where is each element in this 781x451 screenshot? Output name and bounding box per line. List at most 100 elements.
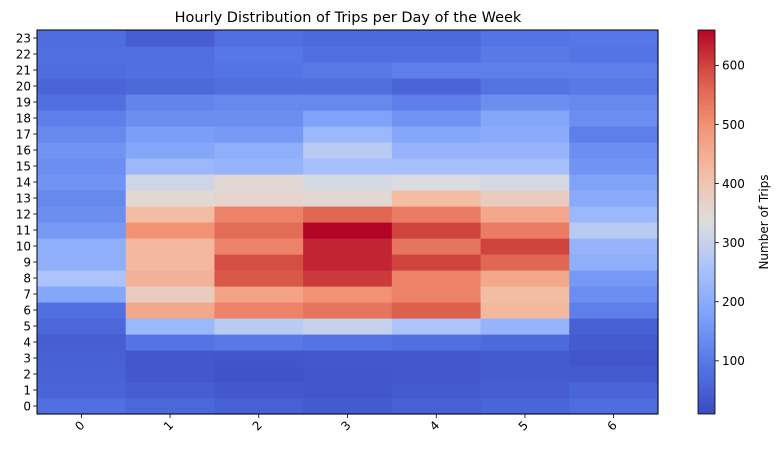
heatmap-cell [125,30,216,47]
heatmap-cell [125,382,216,399]
heatmap-cell [391,142,482,159]
heatmap-cell [569,302,659,319]
heatmap-cell [480,350,570,367]
heatmap-cell [480,286,570,303]
y-tick-label: 17 [16,127,31,141]
heatmap-cell [214,318,304,335]
heatmap-cell [569,174,659,191]
y-tick-label: 1 [23,383,31,397]
heatmap-cell [214,286,304,303]
heatmap-cell [391,174,482,191]
y-tick-label: 3 [23,351,31,365]
heatmap-cell [125,318,216,335]
heatmap-cell [391,366,482,383]
heatmap-cell [391,46,482,63]
heatmap-cell [391,334,482,351]
heatmap-cell [569,126,659,143]
heatmap-cell [214,302,304,319]
heatmap-cell [125,46,216,63]
heatmap-cell [303,302,393,319]
y-tick-label: 11 [16,223,31,237]
heatmap-cell [569,222,659,239]
heatmap-cell [125,174,216,191]
heatmap-cell [480,334,570,351]
heatmap-cell [125,238,216,255]
heatmap-cell [480,174,570,191]
heatmap-cell [303,222,393,239]
heatmap-cell [37,142,127,159]
heatmap-cells [37,30,659,415]
heatmap-cell [37,238,127,255]
heatmap-cell [480,270,570,287]
heatmap-cell [214,206,304,223]
heatmap-cell [37,46,127,63]
heatmap-cell [37,158,127,175]
heatmap-cell [569,238,659,255]
heatmap-cell [480,398,570,415]
heatmap-cell [480,206,570,223]
chart-title: Hourly Distribution of Trips per Day of … [175,10,522,26]
colorbar-tick-label: 500 [722,118,745,132]
heatmap-cell [37,254,127,271]
heatmap-cell [480,302,570,319]
y-tick-label: 12 [16,207,31,221]
x-tick-label: 5 [516,418,531,433]
heatmap-cell [37,366,127,383]
heatmap-cell [214,382,304,399]
heatmap-cell [569,62,659,79]
heatmap-cell [569,190,659,207]
heatmap-cell [569,398,659,415]
heatmap-cell [480,46,570,63]
heatmap-cell [569,46,659,63]
heatmap-cell [303,382,393,399]
heatmap-cell [391,398,482,415]
heatmap-cell [480,126,570,143]
heatmap-cell [569,254,659,271]
y-tick-label: 8 [23,271,31,285]
x-tick-label: 0 [72,418,87,433]
colorbar-tick-label: 300 [722,236,745,250]
heatmap-cell [125,398,216,415]
heatmap-cell [214,238,304,255]
heatmap-cell [391,158,482,175]
heatmap-cell [569,94,659,111]
heatmap-cell [37,398,127,415]
heatmap-cell [391,350,482,367]
heatmap-cell [214,270,304,287]
heatmap-cell [391,30,482,47]
x-tick-label: 4 [427,418,442,433]
colorbar-tick-label: 200 [722,295,745,309]
y-tick-label: 20 [16,79,31,93]
y-tick-label: 19 [16,95,31,109]
heatmap-cell [569,30,659,47]
heatmap-cell [391,94,482,111]
heatmap-cell [480,318,570,335]
heatmap-cell [125,366,216,383]
heatmap-cell [569,270,659,287]
heatmap-cell [480,254,570,271]
heatmap-cell [214,46,304,63]
heatmap-cell [480,62,570,79]
heatmap-cell [391,254,482,271]
heatmap-cell [303,206,393,223]
heatmap-cell [37,206,127,223]
heatmap-cell [391,62,482,79]
heatmap-cell [303,350,393,367]
heatmap-cell [391,78,482,95]
y-tick-label: 13 [16,191,31,205]
heatmap-cell [480,94,570,111]
heatmap-cell [391,318,482,335]
heatmap-cell [303,270,393,287]
heatmap-cell [214,350,304,367]
heatmap-cell [569,366,659,383]
heatmap-cell [480,110,570,127]
heatmap-cell [125,126,216,143]
heatmap-cell [303,110,393,127]
heatmap-cell [480,222,570,239]
heatmap-cell [37,94,127,111]
heatmap-cell [214,334,304,351]
heatmap-cell [303,142,393,159]
heatmap-cell [391,206,482,223]
heatmap-cell [125,158,216,175]
